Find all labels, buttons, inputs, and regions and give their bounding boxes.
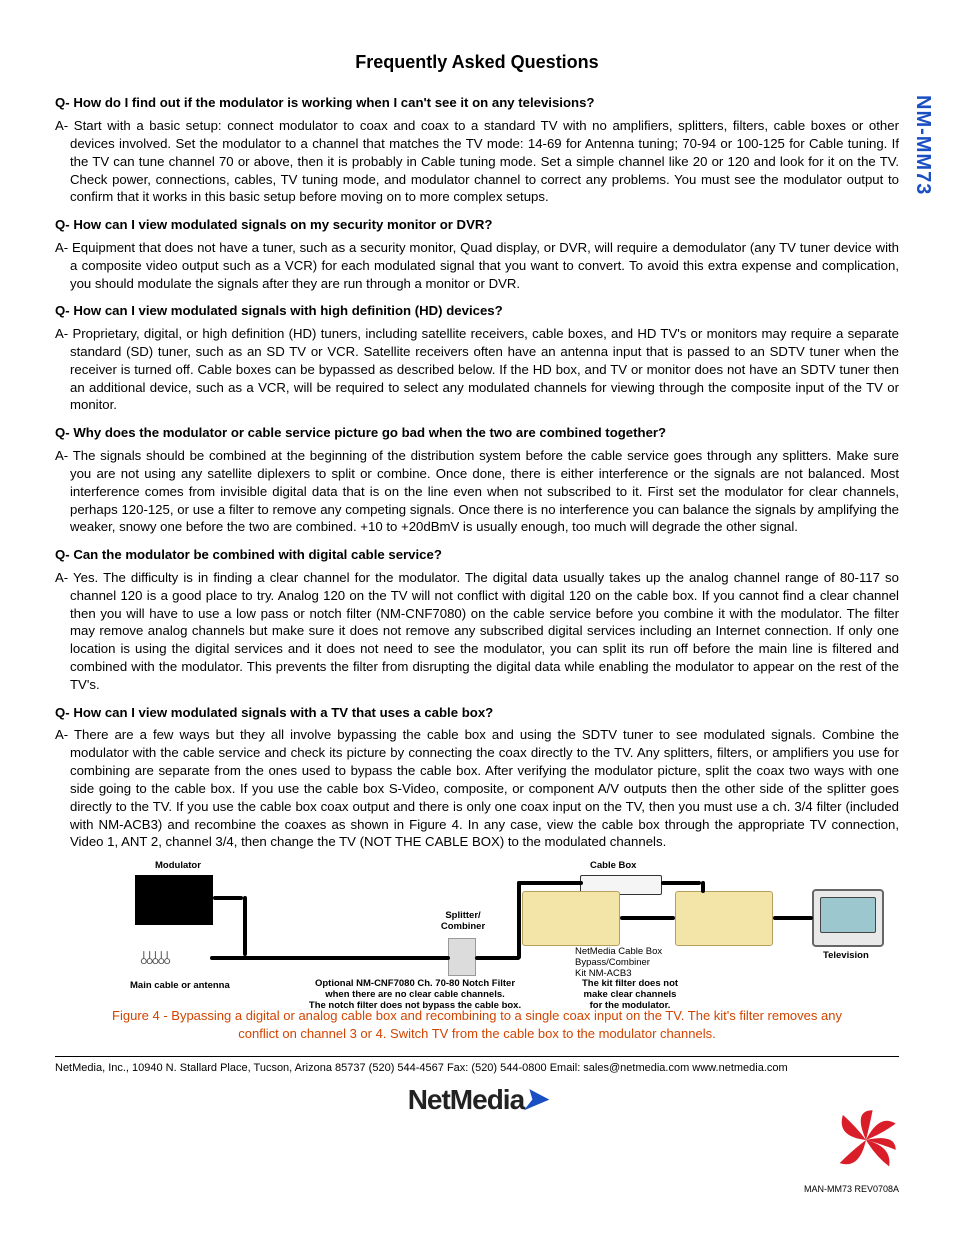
faq-question: Q- How can I view modulated signals on m… xyxy=(55,216,899,234)
logo-row: NetMedia➤ xyxy=(55,1080,899,1121)
diagram-label-tv: Television xyxy=(823,951,869,962)
faq-item: Q- How can I view modulated signals on m… xyxy=(55,216,899,292)
diagram-label-cablebox: Cable Box xyxy=(590,861,636,872)
antenna-icon: ⫰⫰⫰⫰⫰ xyxy=(140,946,169,970)
figure-caption: Figure 4 - Bypassing a digital or analog… xyxy=(95,1007,859,1042)
faq-item: Q- How do I find out if the modulator is… xyxy=(55,94,899,206)
diagram-label-kit: NetMedia Cable Box Bypass/Combiner Kit N… xyxy=(575,947,685,980)
faq-answer: A- There are a few ways but they all inv… xyxy=(55,726,899,851)
faq-item: Q- How can I view modulated signals with… xyxy=(55,704,899,852)
netmedia-logo: NetMedia➤ xyxy=(408,1080,547,1121)
faq-question: Q- How can I view modulated signals with… xyxy=(55,704,899,722)
splitter-icon xyxy=(448,938,476,976)
diagram-label-splitter: Splitter/ Combiner xyxy=(438,911,488,933)
faq-answer: A- Proprietary, digital, or high definit… xyxy=(55,325,899,414)
faq-question: Q- Can the modulator be combined with di… xyxy=(55,546,899,564)
pinwheel-logo-icon xyxy=(833,1107,899,1173)
figure-4-diagram: Modulator Cable Box Splitter/ Combiner T… xyxy=(55,861,899,1001)
faq-answer: A- Start with a basic setup: connect mod… xyxy=(55,117,899,206)
diagram-label-notch: Optional NM-CNF7080 Ch. 70-80 Notch Filt… xyxy=(305,979,525,1012)
document-code: MAN-MM73 REV0708A xyxy=(804,1183,899,1195)
combiner-1-icon xyxy=(522,891,620,946)
diagram-label-modulator: Modulator xyxy=(155,861,201,872)
faq-question: Q- Why does the modulator or cable servi… xyxy=(55,424,899,442)
faq-answer: A- Yes. The difficulty is in finding a c… xyxy=(55,569,899,694)
faq-answer: A- Equipment that does not have a tuner,… xyxy=(55,239,899,292)
faq-answer: A- The signals should be combined at the… xyxy=(55,447,899,536)
combiner-2-icon xyxy=(675,891,773,946)
diagram-label-main-cable: Main cable or antenna xyxy=(130,981,230,992)
faq-item: Q- How can I view modulated signals with… xyxy=(55,302,899,414)
logo-text: NetMedia xyxy=(408,1084,524,1115)
modulator-box-icon xyxy=(135,875,213,925)
faq-question: Q- How can I view modulated signals with… xyxy=(55,302,899,320)
faq-question: Q- How do I find out if the modulator is… xyxy=(55,94,899,112)
footer-contact: NetMedia, Inc., 10940 N. Stallard Place,… xyxy=(55,1061,899,1076)
product-code-vertical: NM-MM73 xyxy=(909,95,936,195)
page-title: Frequently Asked Questions xyxy=(55,50,899,74)
television-icon xyxy=(812,889,884,947)
footer-divider xyxy=(55,1056,899,1057)
diagram-label-kit-filter: The kit filter does not make clear chann… xyxy=(565,979,695,1012)
logo-swoosh-icon: ➤ xyxy=(522,1083,546,1116)
faq-item: Q- Why does the modulator or cable servi… xyxy=(55,424,899,536)
faq-item: Q- Can the modulator be combined with di… xyxy=(55,546,899,694)
